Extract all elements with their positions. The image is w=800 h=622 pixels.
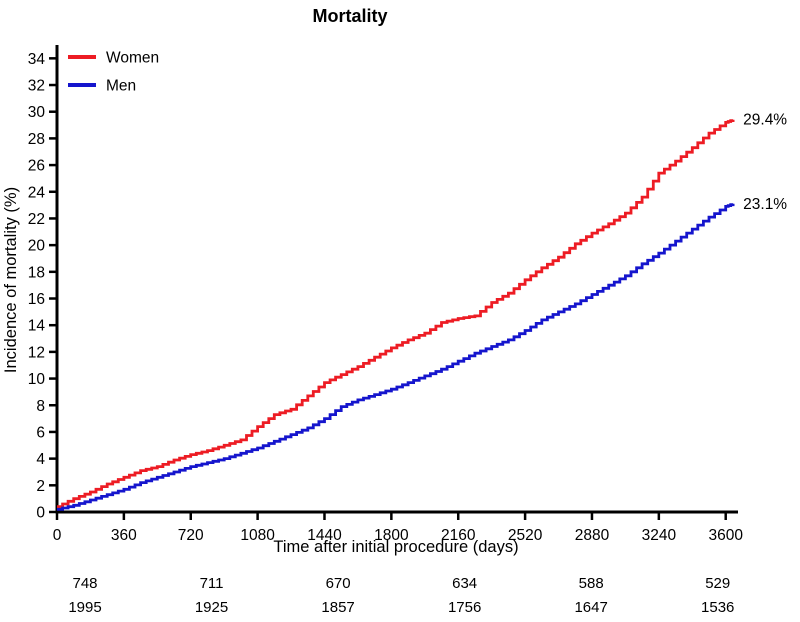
risk-count-women: 670 xyxy=(326,575,351,592)
legend: Women Men xyxy=(68,50,159,95)
end-label-men: 23.1% xyxy=(743,196,787,213)
risk-count-men: 1756 xyxy=(448,599,481,616)
x-tick-label: 360 xyxy=(111,527,137,544)
y-tick-label: 30 xyxy=(28,104,46,121)
y-tick-label: 6 xyxy=(36,424,45,441)
y-tick-label: 26 xyxy=(28,158,45,175)
x-tick-label: 2520 xyxy=(508,527,543,544)
y-tick-label: 22 xyxy=(28,211,45,228)
y-tick-label: 8 xyxy=(36,398,45,415)
chart-title: Mortality xyxy=(312,6,387,26)
risk-count-women: 711 xyxy=(200,575,224,592)
axes: 0 360 720 1080 1440 1800 2160 2520 2880 3240 3600 0… xyxy=(28,45,743,544)
risk-count-men: 1647 xyxy=(574,599,607,616)
y-tick-label: 34 xyxy=(28,51,46,68)
y-tick-label: 14 xyxy=(28,318,46,335)
y-tick-label: 32 xyxy=(28,78,45,95)
y-tick-label: 18 xyxy=(28,264,45,281)
risk-count-women: 748 xyxy=(72,575,97,592)
risk-count-men: 1995 xyxy=(68,599,101,616)
y-tick-label: 20 xyxy=(28,238,46,255)
x-axis-label: Time after initial procedure (days) xyxy=(273,538,518,556)
y-tick-label: 16 xyxy=(28,291,45,308)
x-tick-label: 1080 xyxy=(240,527,275,544)
x-tick-label: 0 xyxy=(53,527,62,544)
end-label-women: 29.4% xyxy=(743,112,787,129)
y-tick-label: 0 xyxy=(36,505,45,522)
y-tick-label: 2 xyxy=(36,478,45,495)
y-tick-label: 4 xyxy=(36,451,45,468)
x-tick-label: 3600 xyxy=(708,527,743,544)
risk-count-men: 1536 xyxy=(701,599,734,616)
legend-label-men: Men xyxy=(106,78,136,95)
x-tick-label: 720 xyxy=(178,527,204,544)
risk-count-men: 1925 xyxy=(195,599,228,616)
legend-label-women: Women xyxy=(106,50,159,67)
y-tick-label: 24 xyxy=(28,184,46,201)
incidence-curves xyxy=(57,119,735,511)
risk-count-women: 529 xyxy=(705,575,730,592)
y-tick-label: 12 xyxy=(28,344,45,361)
x-tick-label: 2880 xyxy=(575,527,610,544)
x-tick-label: 3240 xyxy=(642,527,677,544)
risk-count-women: 634 xyxy=(452,575,477,592)
x-tick-label: 2160 xyxy=(441,527,476,544)
curve-men xyxy=(57,203,735,511)
y-tick-label: 10 xyxy=(28,371,46,388)
risk-count-women: 588 xyxy=(579,575,604,592)
numbers-at-risk: 748 711 670 634 588 529 1995 1925 1857 1756 1647 15… xyxy=(68,575,734,616)
y-axis-label: Incidence of mortality (%) xyxy=(2,187,20,373)
curve-women xyxy=(57,119,735,509)
x-tick-label: 1800 xyxy=(374,527,409,544)
risk-count-men: 1857 xyxy=(321,599,354,616)
x-tick-label: 1440 xyxy=(307,527,342,544)
y-tick-label: 28 xyxy=(28,131,45,148)
